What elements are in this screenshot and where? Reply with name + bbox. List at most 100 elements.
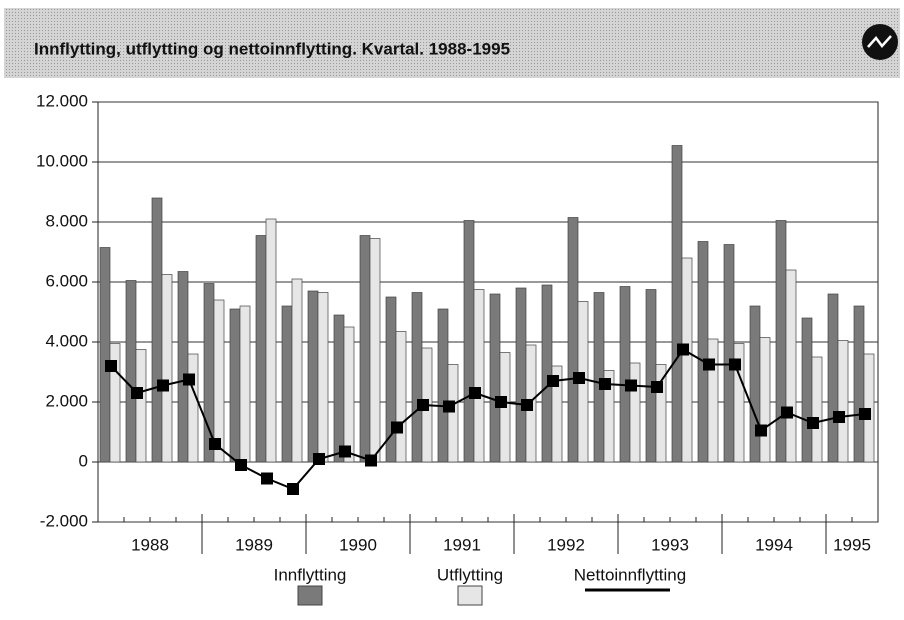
marker [469, 387, 481, 399]
marker [651, 381, 663, 393]
marker [183, 373, 195, 386]
bar [109, 343, 121, 463]
bar [785, 269, 797, 463]
bar [447, 364, 459, 463]
bar [759, 337, 771, 463]
y-tick-label: 12.000 [36, 91, 88, 110]
bar [541, 284, 553, 463]
chart-title: Innflytting, utflytting og nettoinnflytt… [34, 39, 510, 58]
bar [343, 326, 355, 463]
marker [261, 472, 273, 485]
bar [229, 308, 241, 463]
bar [707, 338, 719, 463]
marker [391, 421, 403, 434]
bar [827, 293, 839, 463]
bar [385, 296, 397, 463]
marker [287, 483, 299, 495]
bar [135, 349, 147, 463]
legend-label: Nettoinnflytting [574, 565, 686, 584]
bar [213, 299, 225, 463]
bar [645, 289, 657, 463]
bar [551, 365, 563, 463]
y-tick-label: 2.000 [45, 391, 88, 410]
marker [157, 379, 169, 392]
bar [853, 305, 865, 463]
bar [775, 220, 787, 463]
bar [619, 286, 631, 463]
marker [313, 453, 325, 465]
marker [521, 399, 533, 411]
bar [411, 292, 423, 463]
bar [255, 235, 267, 463]
bar [463, 220, 475, 463]
marker [235, 459, 247, 471]
x-tick-label: 1993 [651, 535, 689, 554]
bar [437, 308, 449, 463]
bar [473, 289, 485, 463]
marker [833, 411, 845, 423]
bar [733, 343, 745, 463]
bar [723, 244, 735, 463]
marker [677, 343, 689, 356]
y-tick-label: 0 [79, 451, 88, 470]
legend-label: Innflytting [274, 565, 347, 584]
bar [333, 314, 345, 463]
marker [209, 438, 221, 450]
legend-label: Utflytting [437, 565, 503, 584]
marker [859, 408, 871, 420]
bar [629, 362, 641, 463]
bar [161, 274, 173, 463]
x-tick-label: 1994 [755, 535, 793, 554]
bar [681, 257, 693, 463]
marker [807, 417, 819, 429]
marker [417, 399, 429, 411]
bar [567, 217, 579, 463]
y-tick-label: 8.000 [45, 211, 88, 230]
x-tick-label: 1995 [833, 535, 871, 554]
marker [131, 387, 143, 399]
bar [307, 290, 319, 463]
bar [125, 280, 137, 463]
bar [239, 305, 251, 463]
bar [489, 293, 501, 463]
bar [317, 292, 329, 463]
bar [593, 292, 605, 463]
bar [515, 287, 527, 463]
bar [359, 235, 371, 463]
bar [99, 247, 111, 463]
legend-swatch [457, 585, 483, 606]
title-banner [4, 8, 900, 78]
bar [671, 145, 683, 463]
bar [369, 238, 381, 463]
marker [573, 372, 585, 384]
marker [625, 379, 637, 392]
bar [281, 305, 293, 463]
bar [291, 278, 303, 463]
bar [177, 271, 189, 463]
bar [749, 305, 761, 463]
bar [603, 370, 615, 463]
bar [395, 331, 407, 463]
marker [703, 358, 715, 371]
x-tick-label: 1990 [339, 535, 377, 554]
marker [365, 454, 377, 467]
marker [729, 358, 741, 371]
y-tick-label: -2.000 [40, 511, 88, 530]
bar [837, 340, 849, 463]
y-tick-label: 6.000 [45, 271, 88, 290]
x-tick-label: 1992 [547, 535, 585, 554]
marker [443, 400, 455, 413]
legend-swatch [297, 585, 323, 606]
marker [547, 375, 559, 387]
y-tick-label: 10.000 [36, 151, 88, 170]
bar [655, 364, 667, 463]
marker [755, 424, 767, 437]
marker [599, 378, 611, 390]
bar [801, 317, 813, 463]
marker [339, 445, 351, 458]
logo [862, 24, 898, 60]
bar [697, 241, 709, 463]
x-tick-label: 1989 [235, 535, 273, 554]
bar [265, 218, 277, 463]
